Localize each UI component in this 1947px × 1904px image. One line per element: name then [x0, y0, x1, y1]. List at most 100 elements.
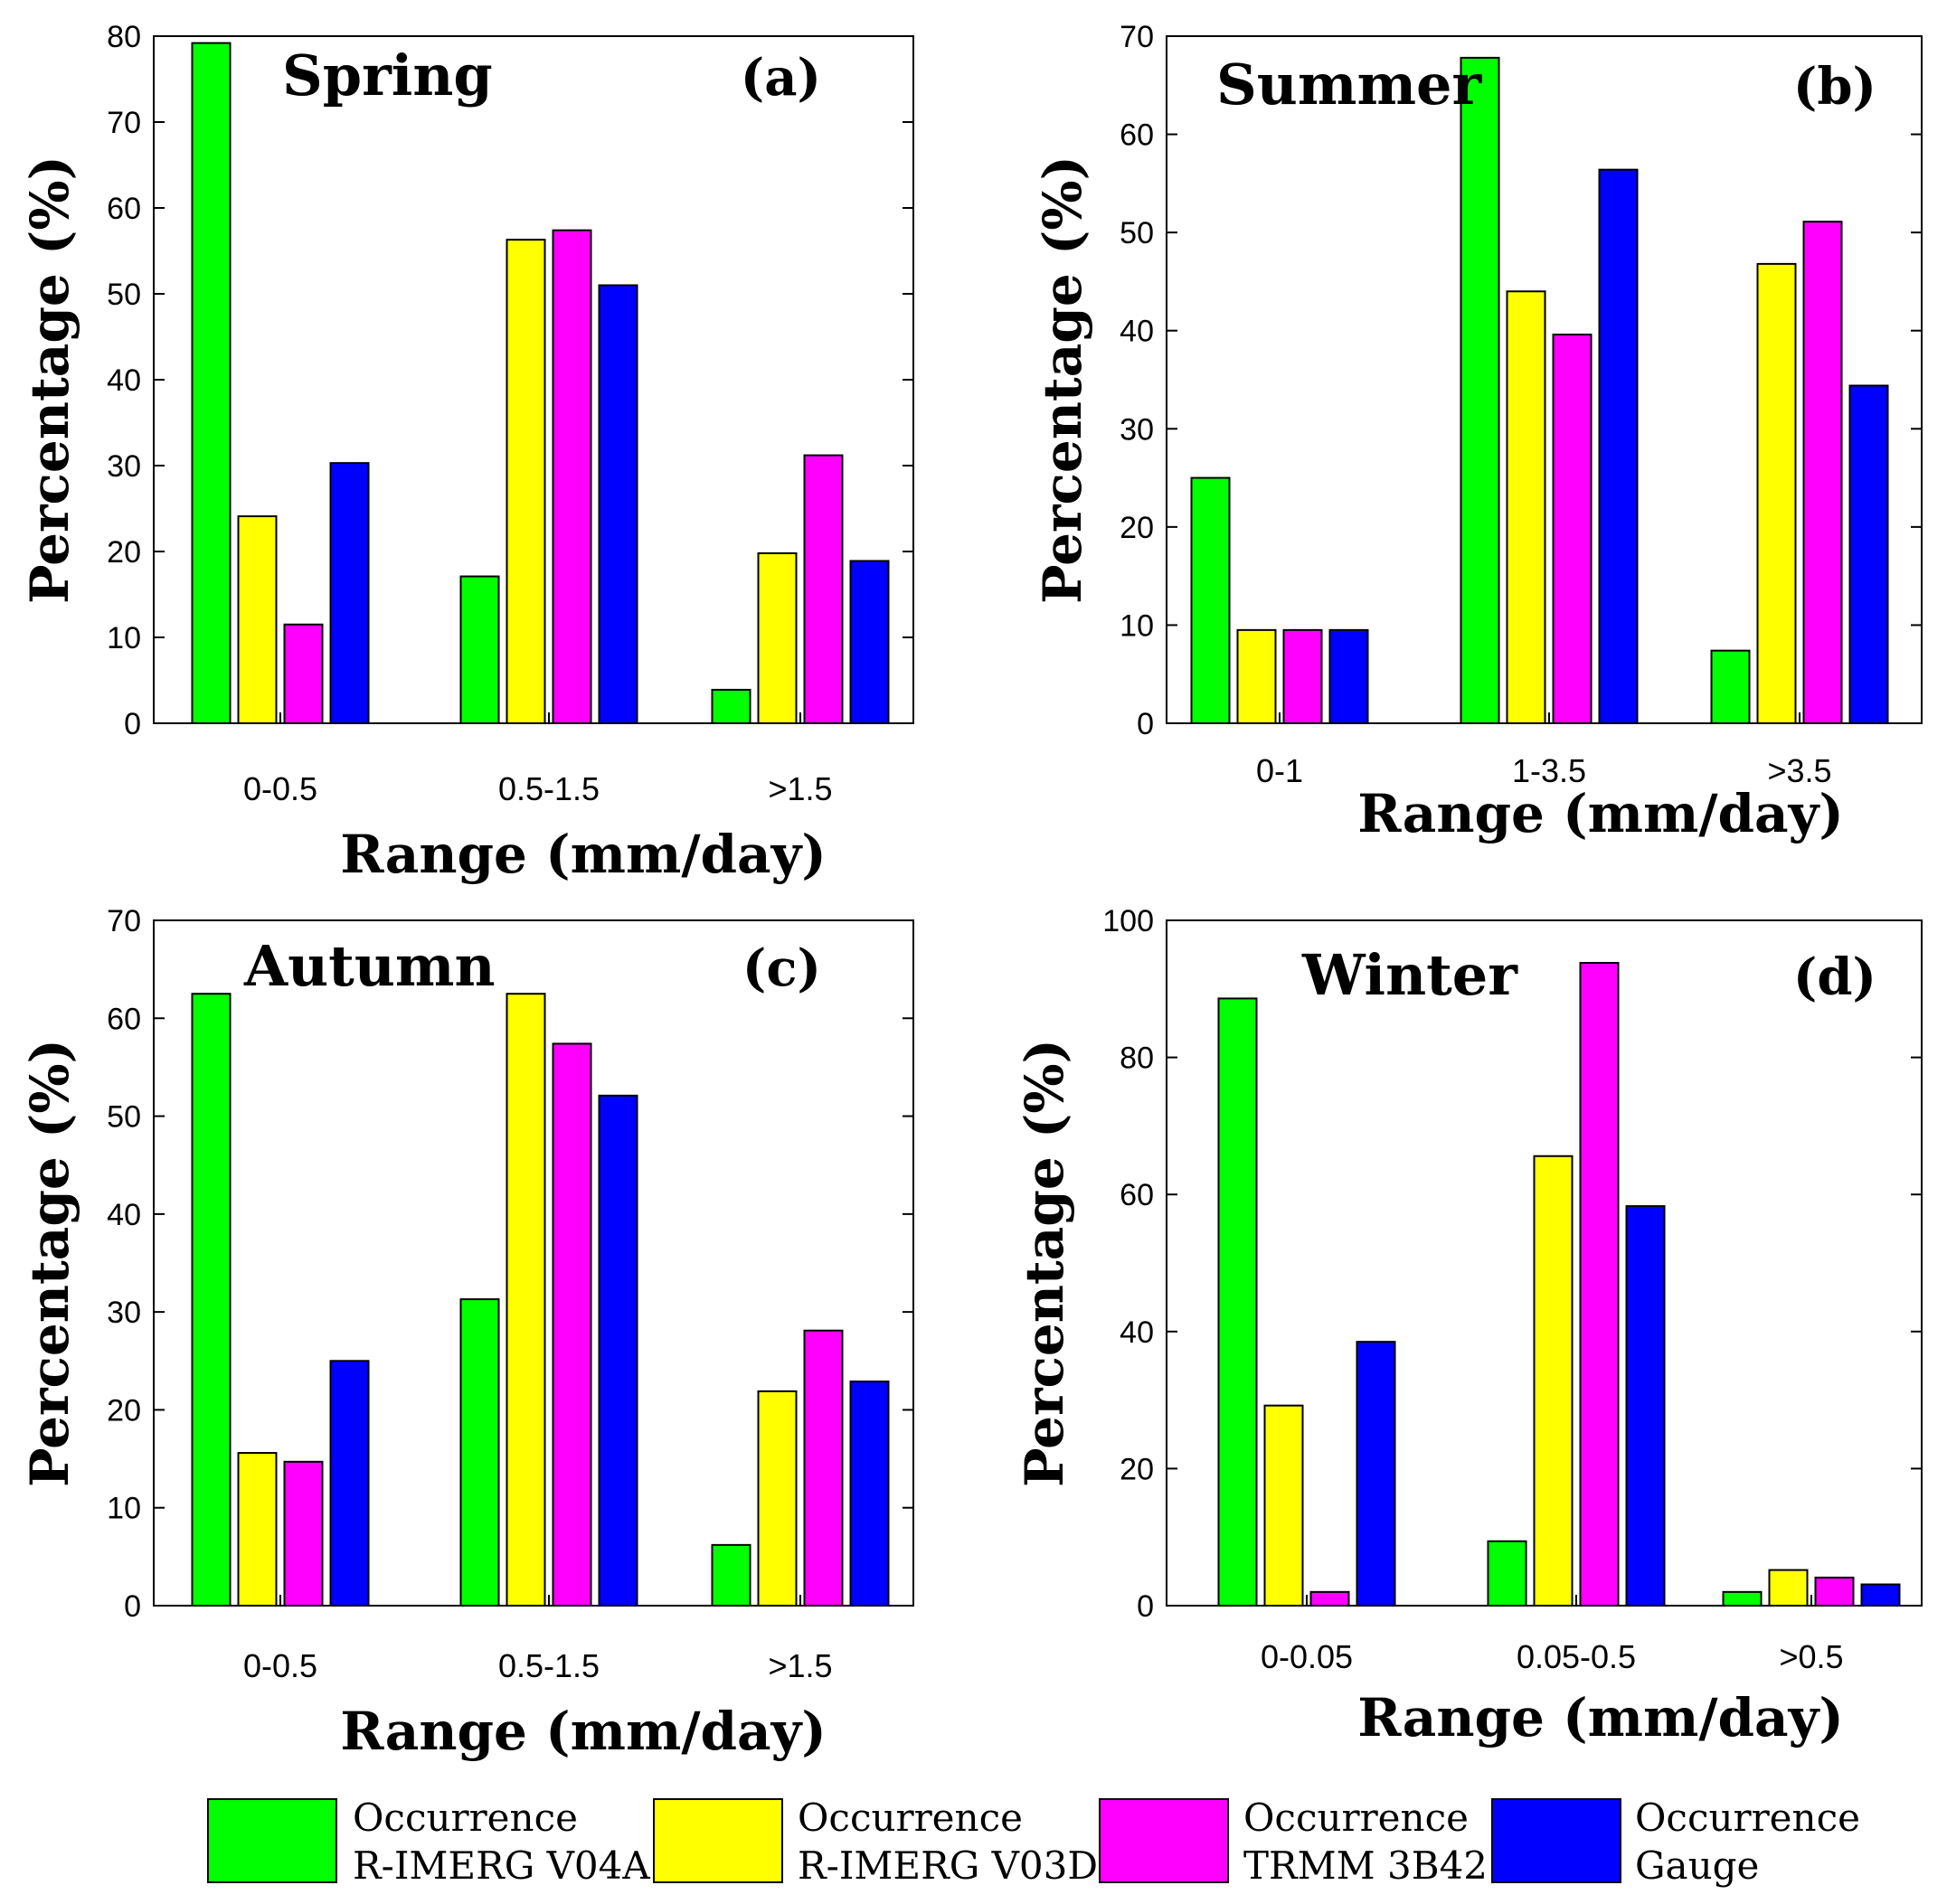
x-tick-label: 1-3.5	[1512, 752, 1586, 789]
bar-2-0-2	[283, 1460, 324, 1607]
x-tick-label: 0-0.5	[243, 770, 317, 807]
x-tick-label: 0-0.5	[243, 1647, 317, 1684]
bar-1-0-2	[1282, 628, 1323, 724]
y-tick-label: 100	[1102, 904, 1154, 938]
panel-c-autumn: 0 10 20 30 40 50 60 70 0-0.5 0.5-1.5 >1.5 Range (mm…	[19, 904, 914, 1762]
legend-v04a-line1: Occurrence	[353, 1796, 578, 1840]
bar-3-2-1	[1768, 1569, 1809, 1607]
legend-trmm-line2: TRMM 3B42	[1243, 1843, 1488, 1888]
x-tick-label: 0.5-1.5	[498, 770, 600, 807]
bar-1-1-3	[1598, 168, 1639, 724]
y-tick-label: 0	[124, 707, 141, 741]
legend-swatch-v03d	[653, 1798, 783, 1883]
bar-3-2-3	[1860, 1583, 1901, 1607]
y-axis-label: Percentage (%)	[1032, 156, 1093, 604]
legend-gauge-line2: Gauge	[1635, 1843, 1759, 1888]
season-title: Autumn	[243, 933, 496, 999]
x-tick-label: 0.5-1.5	[498, 1647, 600, 1684]
bar-1-0-1	[1236, 628, 1277, 724]
y-tick-label: 40	[107, 1198, 141, 1232]
y-tick-label: 10	[107, 621, 141, 655]
bar-2-1-2	[552, 1042, 592, 1607]
bar-3-2-0	[1722, 1590, 1763, 1607]
y-axis-label: Percentage (%)	[19, 1039, 80, 1487]
y-tick-label: 50	[1120, 216, 1154, 250]
y-tick-label: 10	[1120, 608, 1154, 643]
legend-swatch-gauge	[1491, 1798, 1621, 1883]
bar-3-0-1	[1263, 1404, 1304, 1607]
bar-1-1-2	[1552, 334, 1593, 724]
bar-1-2-0	[1710, 649, 1751, 725]
legend-swatch-v04a	[207, 1798, 337, 1883]
y-tick-label: 20	[1120, 1452, 1154, 1486]
bar-0-2-0	[711, 688, 751, 725]
y-axis-label: Percentage (%)	[19, 156, 80, 604]
y-tick-label: 0	[1137, 1589, 1154, 1624]
y-tick-label: 50	[107, 278, 141, 312]
bar-1-2-2	[1802, 221, 1843, 724]
y-tick-label: 10	[107, 1492, 141, 1526]
bar-0-0-3	[329, 462, 370, 725]
bar-1-0-3	[1328, 628, 1369, 724]
bar-0-2-1	[757, 551, 798, 725]
y-tick-label: 20	[1120, 511, 1154, 545]
panel-d-winter: 0 20 40 60 80 100 0-0.05 0.05-0.5 >0.5 Range (mm/…	[1014, 904, 1923, 1748]
bar-3-1-2	[1579, 961, 1620, 1607]
y-tick-label: 0	[1137, 707, 1154, 741]
bar-0-1-1	[506, 239, 546, 724]
y-tick-label: 50	[107, 1100, 141, 1135]
panel-label: (b)	[1793, 57, 1876, 117]
y-tick-label: 80	[107, 20, 141, 54]
season-title: Spring	[282, 42, 493, 108]
panel-label: (c)	[742, 938, 821, 998]
season-title: Winter	[1301, 942, 1518, 1008]
bar-3-1-0	[1487, 1540, 1527, 1607]
y-tick-label: 60	[107, 192, 141, 226]
legend-swatch-trmm	[1099, 1798, 1229, 1883]
bar-0-0-0	[191, 42, 232, 725]
bar-2-1-3	[598, 1094, 638, 1607]
bar-2-0-1	[237, 1452, 278, 1607]
bar-2-2-1	[757, 1390, 798, 1607]
y-tick-label: 70	[107, 106, 141, 140]
bar-0-1-3	[598, 284, 638, 724]
legend-gauge-line1: Occurrence	[1635, 1796, 1860, 1840]
bar-0-1-0	[459, 575, 500, 724]
legend-trmm-line1: Occurrence	[1243, 1796, 1469, 1840]
bar-3-0-3	[1356, 1341, 1396, 1607]
legend-v03d-line1: Occurrence	[798, 1796, 1023, 1840]
bar-1-1-1	[1506, 290, 1546, 724]
x-tick-label: >1.5	[768, 1647, 832, 1684]
y-tick-label: 30	[107, 1296, 141, 1330]
bar-3-1-1	[1533, 1155, 1574, 1607]
bar-1-2-1	[1756, 262, 1797, 724]
y-tick-label: 40	[1120, 315, 1154, 349]
legend: Occurrence R-IMERG V04A Occurrence R-IME…	[207, 1796, 1860, 1888]
bar-1-0-0	[1190, 476, 1231, 724]
panel-label: (a)	[741, 48, 821, 108]
y-tick-label: 30	[1120, 412, 1154, 447]
y-tick-label: 60	[1120, 118, 1154, 153]
y-tick-label: 80	[1120, 1042, 1154, 1076]
x-axis-label: Range (mm/day)	[1357, 783, 1844, 844]
bar-0-2-3	[849, 560, 890, 725]
bar-2-2-0	[711, 1543, 751, 1607]
x-tick-label: 0-1	[1256, 752, 1303, 789]
bar-0-2-2	[803, 454, 844, 724]
y-tick-label: 40	[107, 363, 141, 398]
legend-v03d-line2: R-IMERG V03D	[798, 1843, 1098, 1888]
bar-2-0-3	[329, 1360, 370, 1607]
bar-3-0-0	[1217, 997, 1258, 1607]
bar-3-2-2	[1814, 1576, 1855, 1607]
panel-a-spring: 0 10 20 30 40 50 60 70 80 0-0.5 0.5-1.5 >1.5 Range (…	[19, 20, 914, 885]
legend-v04a-line2: R-IMERG V04A	[353, 1843, 650, 1888]
panel-label: (d)	[1793, 947, 1876, 1007]
bar-0-1-2	[552, 229, 592, 724]
y-tick-label: 40	[1120, 1315, 1154, 1350]
x-tick-label: >1.5	[768, 770, 832, 807]
x-axis-label: Range (mm/day)	[340, 1701, 827, 1762]
bar-2-1-0	[459, 1298, 500, 1607]
bar-0-0-1	[237, 515, 278, 724]
